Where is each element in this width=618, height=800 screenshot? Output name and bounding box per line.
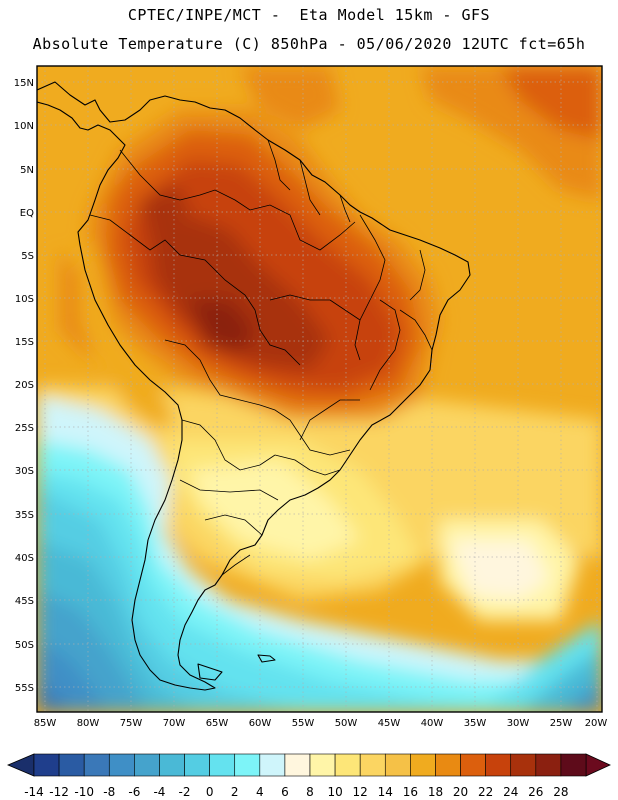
lon-label: 55W: [292, 718, 315, 729]
lat-label: 50S: [15, 640, 34, 651]
lon-label: 35W: [464, 718, 487, 729]
colorbar-label: 14: [378, 785, 393, 799]
lon-label: 30W: [507, 718, 530, 729]
colorbar-label: 22: [478, 785, 493, 799]
colorbar-label: 12: [353, 785, 368, 799]
colorbar-swatch: [209, 753, 236, 777]
color-scale-bar: -14 -12 -10 -8 -6 -4 -2 0 2 4 6 8 10 12 14 16 18 20 22 24 26…: [6, 753, 611, 799]
colorbar-swatch: [134, 753, 160, 777]
colorbar-label: -4: [153, 785, 165, 799]
lat-label: 45S: [15, 596, 34, 607]
colorbar-label: 26: [528, 785, 543, 799]
colorbar-swatch: [108, 753, 135, 777]
map-frame: [36, 65, 603, 713]
lon-label: 70W: [163, 718, 186, 729]
colorbar-swatch: [184, 753, 210, 777]
temperature-field: [37, 66, 602, 712]
colorbar-label: -6: [128, 785, 140, 799]
country-borders: [89, 139, 433, 576]
colorbar-label: 2: [231, 785, 239, 799]
colorbar-swatch: [460, 753, 486, 777]
lon-label: 80W: [77, 718, 100, 729]
colorbar-label: 18: [428, 785, 443, 799]
map-title-line2: Absolute Temperature (C) 850hPa - 05/06/…: [32, 35, 586, 53]
colorbar-swatch: [58, 753, 85, 777]
colorbar-swatch: [485, 753, 512, 777]
longitude-axis: 85W 80W 75W 70W 65W 60W 55W 50W 45W 40W …: [34, 718, 608, 729]
lat-label: 35S: [15, 510, 34, 521]
lat-label: 5S: [21, 251, 34, 262]
lat-label: 15S: [15, 337, 34, 348]
colorbar-label: 24: [503, 785, 518, 799]
lon-label: 20W: [585, 718, 608, 729]
lat-label: 30S: [15, 466, 34, 477]
colorbar-label: 4: [256, 785, 264, 799]
lon-label: 25W: [550, 718, 573, 729]
coastline: [37, 81, 471, 691]
colorbar-swatch: [309, 753, 336, 777]
lat-label: 10N: [14, 121, 34, 132]
colorbar-label: -12: [49, 785, 69, 799]
lon-label: 60W: [249, 718, 272, 729]
lat-label: 20S: [15, 380, 34, 391]
colorbar-low-arrow: [6, 753, 35, 777]
colorbar-label: -2: [179, 785, 191, 799]
lon-label: 65W: [206, 718, 229, 729]
lon-label: 85W: [34, 718, 57, 729]
lat-label: 55S: [15, 683, 34, 694]
colorbar-label: -8: [103, 785, 115, 799]
colorbar-label: 0: [206, 785, 214, 799]
colorbar-swatch: [410, 753, 436, 777]
colorbar-swatch: [83, 753, 110, 777]
colorbar-swatch: [560, 753, 587, 777]
colorbar-swatch: [510, 753, 537, 777]
lat-label: 40S: [15, 553, 34, 564]
colorbar-label: 16: [403, 785, 418, 799]
colorbar-label: 10: [327, 785, 342, 799]
lat-label: 15N: [14, 78, 34, 89]
colorbar-swatch: [384, 753, 411, 777]
map-title-line1: CPTEC/INPE/MCT - Eta Model 15km - GFS: [127, 6, 491, 24]
colorbar-swatch: [359, 753, 386, 777]
lon-label: 45W: [378, 718, 401, 729]
lon-label: 50W: [335, 718, 358, 729]
colorbar-swatch: [234, 753, 261, 777]
colorbar-label: -14: [24, 785, 44, 799]
colorbar-swatch: [435, 753, 461, 777]
lat-label: 5N: [20, 165, 34, 176]
lat-label: 10S: [15, 294, 34, 305]
colorbar-high-arrow: [585, 753, 611, 777]
latitude-axis: 15N 10N 5N EQ 5S 10S 15S 20S 25S 30S 35S…: [14, 78, 34, 694]
lat-label: 25S: [15, 423, 34, 434]
colorbar-label: 28: [553, 785, 568, 799]
colorbar-swatch: [33, 753, 60, 777]
colorbar-label: 8: [306, 785, 314, 799]
lon-label: 75W: [120, 718, 143, 729]
colorbar-swatch: [284, 753, 311, 777]
lat-label: EQ: [20, 208, 34, 219]
colorbar-label: 6: [281, 785, 289, 799]
colorbar-swatch: [259, 753, 286, 777]
colorbar-label: -10: [74, 785, 94, 799]
colorbar-swatch: [535, 753, 562, 777]
colorbar-label: 20: [453, 785, 468, 799]
lon-label: 40W: [421, 718, 444, 729]
colorbar-swatch: [334, 753, 361, 777]
colorbar-swatch: [159, 753, 185, 777]
